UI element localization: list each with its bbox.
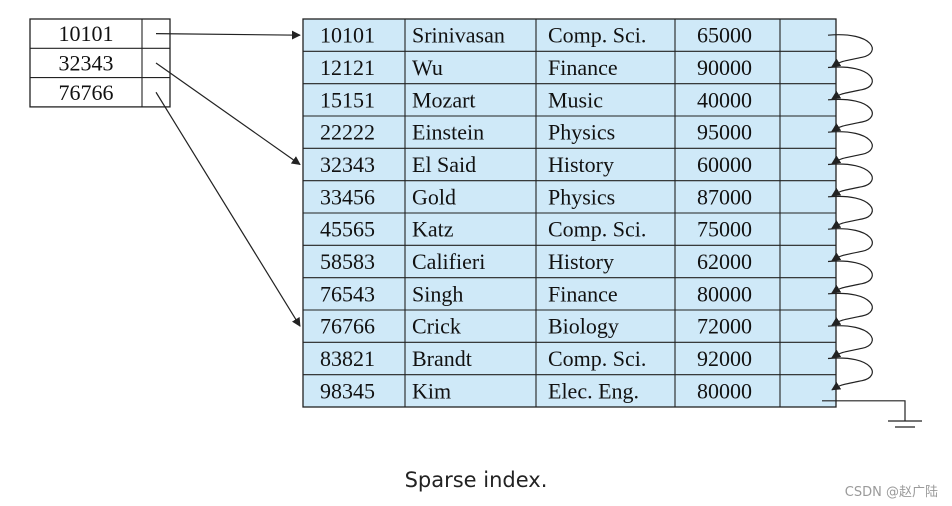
figure-caption: Sparse index. (404, 468, 548, 492)
chain-pointer-arrow (827, 163, 873, 197)
chain-pointer-arrow (827, 66, 873, 100)
record-dept: Biology (548, 314, 619, 339)
record-id: 12121 (320, 55, 375, 80)
record-salary: 75000 (697, 217, 752, 242)
record-row: 76543 Singh Finance 80000 (320, 281, 752, 306)
record-id: 45565 (320, 217, 375, 242)
record-dept: History (548, 152, 614, 177)
record-row: 32343 El Said History 60000 (320, 152, 752, 177)
record-salary: 40000 (697, 87, 752, 112)
record-dept: Comp. Sci. (548, 346, 646, 371)
record-name: Crick (412, 314, 461, 339)
index-pointer-arrow (155, 30, 301, 40)
record-dept: Finance (548, 55, 618, 80)
record-row: 83821 Brandt Comp. Sci. 92000 (320, 346, 752, 371)
record-salary: 87000 (697, 184, 752, 209)
chain-pointer-arrow (827, 292, 873, 326)
record-dept: Music (548, 87, 603, 112)
record-chain-pointers (827, 34, 873, 391)
record-name: Mozart (412, 87, 476, 112)
record-row: 76766 Crick Biology 72000 (320, 314, 752, 339)
chain-pointer-arrow (827, 357, 873, 391)
index-table: 10101 32343 76766 (29, 18, 171, 108)
index-pointer-arrow (155, 62, 301, 166)
record-row: 22222 Einstein Physics 95000 (320, 120, 752, 145)
record-row: 10101 Srinivasan Comp. Sci. 65000 (320, 23, 752, 48)
chain-pointer-arrow (827, 195, 873, 229)
record-row: 15151 Mozart Music 40000 (320, 87, 752, 112)
null-pointer-line (822, 400, 906, 421)
index-key: 32343 (59, 50, 114, 75)
record-name: Califieri (412, 249, 485, 274)
chain-pointer-arrow (827, 34, 873, 68)
record-name: Singh (412, 281, 463, 306)
record-id: 15151 (320, 87, 375, 112)
record-dept: Finance (548, 281, 618, 306)
record-id: 32343 (320, 152, 375, 177)
record-row: 33456 Gold Physics 87000 (320, 184, 752, 209)
chain-pointer-arrow (827, 98, 873, 132)
record-name: Srinivasan (412, 23, 505, 48)
chain-pointer-arrow (827, 260, 873, 294)
record-dept: Physics (548, 184, 615, 209)
record-name: Kim (412, 378, 451, 403)
record-name: Katz (412, 217, 454, 242)
record-salary: 92000 (697, 346, 752, 371)
record-file: 10101 Srinivasan Comp. Sci. 65000 12121 Wu Fin… (302, 18, 837, 408)
index-key: 10101 (59, 21, 114, 46)
record-id: 33456 (320, 184, 375, 209)
chain-pointer-arrow (827, 325, 873, 359)
record-id: 10101 (320, 23, 375, 48)
record-id: 76766 (320, 314, 375, 339)
record-dept: Elec. Eng. (548, 378, 639, 403)
record-salary: 80000 (697, 281, 752, 306)
record-dept: Physics (548, 120, 615, 145)
null-pointer-ground (822, 400, 922, 428)
record-id: 76543 (320, 281, 375, 306)
watermark: CSDN @赵广陆 (844, 485, 938, 500)
record-salary: 65000 (697, 23, 752, 48)
record-dept: History (548, 249, 614, 274)
record-name: Einstein (412, 120, 484, 145)
record-row: 98345 Kim Elec. Eng. 80000 (320, 378, 752, 403)
index-pointers (155, 30, 301, 327)
record-dept: Comp. Sci. (548, 217, 646, 242)
record-salary: 72000 (697, 314, 752, 339)
record-salary: 90000 (697, 55, 752, 80)
record-salary: 60000 (697, 152, 752, 177)
record-row: 45565 Katz Comp. Sci. 75000 (320, 217, 752, 242)
record-name: Wu (412, 55, 443, 80)
record-id: 22222 (320, 120, 375, 145)
record-id: 98345 (320, 378, 375, 403)
record-row: 58583 Califieri History 62000 (320, 249, 752, 274)
record-name: Gold (412, 184, 456, 209)
record-id: 58583 (320, 249, 375, 274)
chain-pointer-arrow (827, 228, 873, 262)
record-salary: 80000 (697, 378, 752, 403)
record-row: 12121 Wu Finance 90000 (320, 55, 752, 80)
index-pointer-arrow (155, 91, 301, 327)
record-dept: Comp. Sci. (548, 23, 646, 48)
index-frame (29, 18, 171, 108)
chain-pointer-arrow (827, 131, 873, 165)
record-salary: 95000 (697, 120, 752, 145)
record-id: 83821 (320, 346, 375, 371)
index-key: 76766 (59, 80, 114, 105)
record-salary: 62000 (697, 249, 752, 274)
record-name: El Said (412, 152, 476, 177)
record-name: Brandt (412, 346, 472, 371)
